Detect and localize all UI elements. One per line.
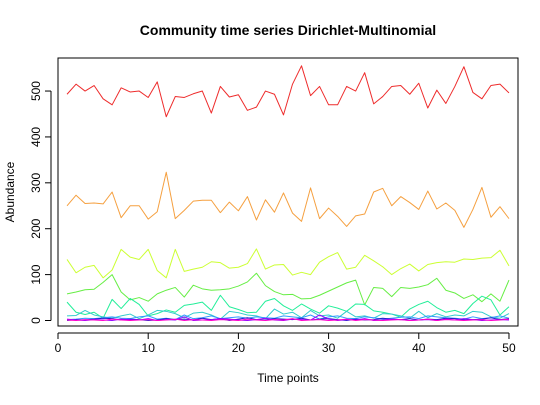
x-tick-label: 20 — [232, 341, 246, 355]
x-axis-label: Time points — [257, 371, 319, 385]
x-tick-label: 10 — [142, 341, 156, 355]
y-tick-label: 0 — [29, 317, 43, 324]
series-line-6 — [66, 308, 510, 320]
series-line-3 — [66, 248, 510, 279]
y-axis: 0 100 200 300 400 500 — [29, 81, 52, 324]
x-tick-label: 40 — [412, 341, 426, 355]
series-line-4 — [66, 272, 510, 306]
y-axis-label: Abundance — [3, 161, 17, 222]
series-line-5 — [66, 294, 510, 319]
y-tick-label: 500 — [29, 81, 43, 101]
series-line-2 — [66, 171, 510, 228]
x-tick-label: 50 — [502, 341, 516, 355]
x-axis: 0 10 20 30 40 50 — [55, 332, 516, 355]
y-tick-label: 100 — [29, 264, 43, 284]
y-tick-label: 200 — [29, 218, 43, 238]
chart-title: Community time series Dirichlet-Multinom… — [140, 22, 436, 38]
series-line-1 — [66, 65, 510, 118]
y-tick-label: 300 — [29, 172, 43, 192]
series-line-10 — [66, 318, 510, 321]
series-layer — [66, 65, 510, 321]
plot-frame — [57, 57, 519, 327]
x-tick-label: 30 — [322, 341, 336, 355]
series-line-7 — [66, 314, 510, 321]
x-tick-label: 0 — [55, 341, 62, 355]
y-tick-label: 400 — [29, 127, 43, 147]
